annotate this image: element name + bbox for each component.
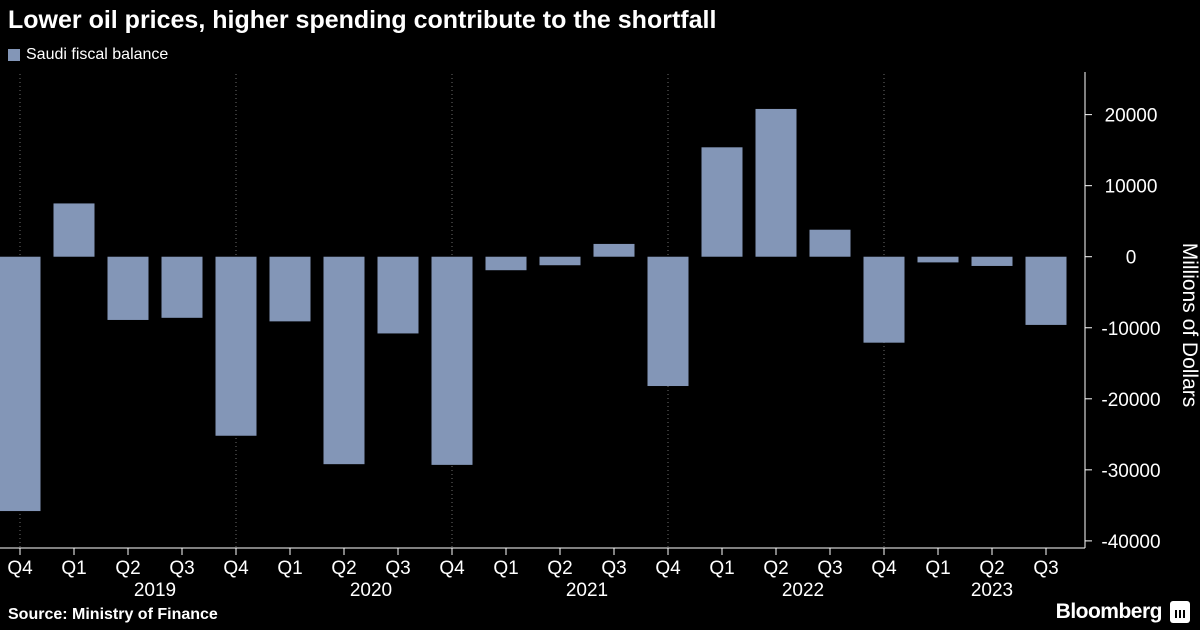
legend-label: Saudi fiscal balance (26, 46, 169, 63)
x-tick-label: Q3 (601, 558, 626, 579)
bars-layer (0, 108, 1067, 512)
y-axis-title: Millions of Dollars (1178, 243, 1200, 408)
bar (755, 108, 797, 257)
x-tick-label: Q1 (493, 558, 518, 579)
brand-logo: Bloomberg (1056, 600, 1190, 624)
bar (593, 243, 635, 257)
bar (0, 256, 41, 512)
legend-swatch (8, 49, 20, 61)
x-tick-label: Q4 (439, 558, 465, 579)
bar (485, 256, 527, 271)
x-tick-label: Q4 (871, 558, 897, 579)
year-label: 2019 (134, 580, 176, 601)
year-label: 2022 (782, 580, 824, 601)
x-tick-label: Q1 (925, 558, 950, 579)
bar (269, 256, 311, 322)
year-label: 2020 (350, 580, 392, 601)
year-label: 2023 (971, 580, 1013, 601)
x-tick-label: Q1 (709, 558, 734, 579)
x-tick-label: Q2 (115, 558, 140, 579)
y-tick-label: 0 (1126, 248, 1137, 269)
bar (539, 256, 581, 266)
x-tick-label: Q3 (385, 558, 410, 579)
bar (917, 256, 959, 263)
bar (161, 256, 203, 318)
year-label: 2021 (566, 580, 608, 601)
brand-name: Bloomberg (1055, 600, 1163, 623)
x-tick-label: Q2 (331, 558, 356, 579)
x-tick-label: Q4 (655, 558, 681, 579)
x-tick-label: Q4 (7, 558, 33, 579)
y-tick-label: -20000 (1101, 390, 1160, 411)
x-tick-label: Q1 (277, 558, 302, 579)
bar (809, 229, 851, 257)
bloomberg-terminal-icon (1170, 601, 1190, 623)
legend: Saudi fiscal balance (8, 46, 168, 64)
bar (431, 256, 473, 465)
x-tick-label: Q3 (817, 558, 842, 579)
chart-title: Lower oil prices, higher spending contri… (8, 6, 717, 34)
x-tick-label: Q3 (1033, 558, 1058, 579)
x-tick-label: Q2 (979, 558, 1004, 579)
bar (377, 256, 419, 334)
axis-layer: 20000 10000 0 -10000 -20000 -30000 -40000 Milli… (0, 72, 1200, 601)
y-tick-label: -30000 (1101, 461, 1160, 482)
y-tick-label: -10000 (1101, 319, 1160, 340)
bar (107, 256, 149, 320)
bar (53, 203, 95, 257)
bar (701, 147, 743, 257)
y-tick-label: -40000 (1101, 532, 1160, 553)
bar (323, 256, 365, 465)
bar (215, 256, 257, 436)
x-tick-label: Q3 (169, 558, 194, 579)
bar (863, 256, 905, 343)
x-tick-label: Q2 (763, 558, 788, 579)
source-note: Source: Ministry of Finance (8, 606, 218, 623)
bar (647, 256, 689, 387)
y-tick-label: 20000 (1105, 106, 1158, 127)
x-tick-label: Q1 (61, 558, 86, 579)
bar (971, 256, 1013, 266)
y-tick-label: 10000 (1105, 177, 1158, 198)
x-tick-label: Q2 (547, 558, 572, 579)
bar (1025, 256, 1067, 325)
x-tick-label: Q4 (223, 558, 249, 579)
